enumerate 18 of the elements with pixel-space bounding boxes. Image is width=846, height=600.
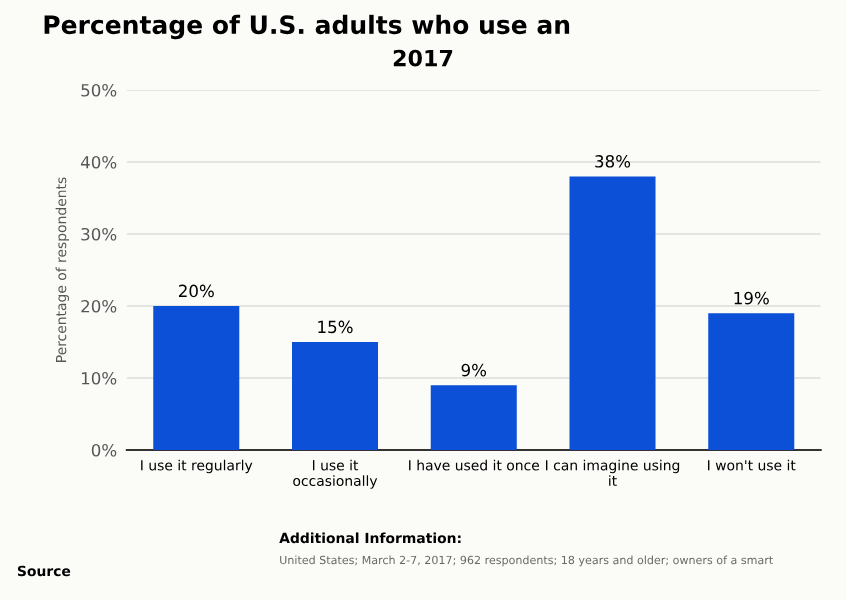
chart-title: Percentage of U.S. adults who use an (44, 14, 570, 40)
data-label: 19% (734, 291, 769, 305)
bar (153, 306, 240, 450)
chart-subtitle: 2017 (393, 49, 453, 67)
y-tick-label: 50% (81, 83, 117, 97)
y-tick-label: 40% (80, 155, 117, 169)
bar (569, 176, 656, 450)
y-tick-label: 10% (81, 371, 117, 385)
y-tick-label: 20% (81, 299, 117, 313)
data-label: 9% (461, 363, 487, 377)
bar (292, 342, 379, 450)
data-label: 20% (178, 284, 214, 298)
data-label: 38% (595, 155, 631, 168)
bar (430, 385, 517, 450)
bar (708, 313, 795, 450)
y-tick-label: 30% (81, 227, 117, 241)
y-tick-label: 0% (91, 443, 117, 457)
data-label: 15% (318, 320, 353, 334)
